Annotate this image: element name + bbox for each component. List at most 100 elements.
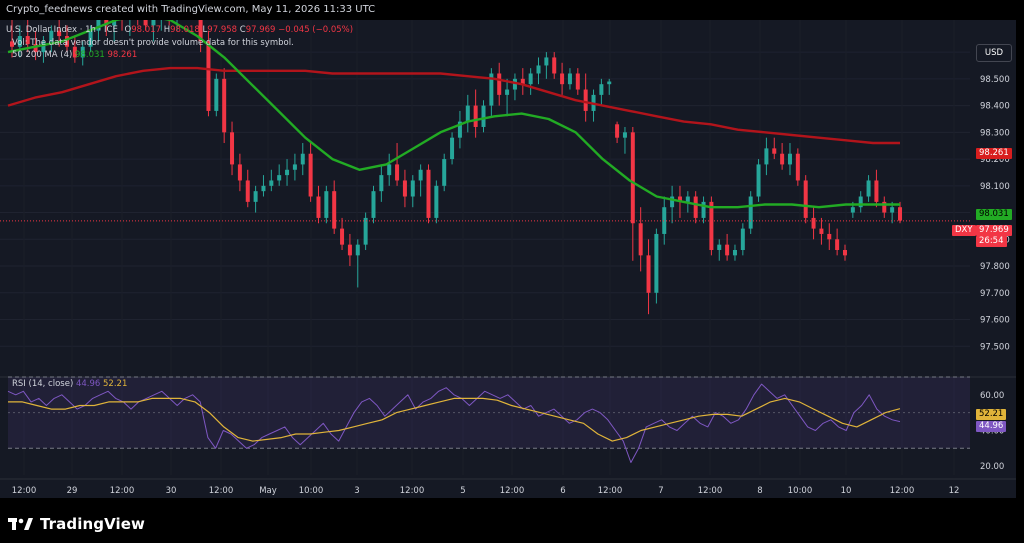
time-axis-label: 6 — [560, 486, 565, 496]
time-axis-label: 3 — [354, 486, 359, 496]
rsi-line — [7, 383, 901, 463]
candle-body — [607, 81, 612, 85]
time-axis-label: 12:00 — [598, 486, 623, 496]
candle-body — [780, 153, 785, 165]
candle-body — [622, 132, 627, 138]
price-axis-label: 97.600 — [980, 316, 1010, 326]
candle-body — [363, 217, 368, 245]
candle-body — [277, 175, 282, 181]
rsi-ma-legend-value: 52.21 — [103, 379, 128, 389]
time-axis-label: 8 — [757, 486, 762, 496]
candle-body — [434, 185, 439, 218]
volume-notice: Vol: The data vendor doesn't provide vol… — [12, 38, 294, 48]
candle-body — [599, 84, 604, 95]
chart-panel[interactable]: 98.60098.50098.40098.30098.20098.10098.0… — [0, 0, 1016, 498]
candle-body — [410, 180, 415, 197]
time-axis-label: 12:00 — [400, 486, 425, 496]
candle-body — [88, 30, 93, 47]
candle-body — [615, 124, 620, 138]
countdown-tag: 26:54 — [976, 236, 1007, 247]
attribution-bar: Crypto_feednews created with TradingView… — [0, 0, 1024, 20]
candle-body — [80, 46, 85, 58]
candle-body — [520, 78, 525, 85]
candle-body — [685, 196, 690, 202]
candle-body — [65, 36, 70, 47]
candle-body — [536, 65, 541, 74]
candle-body — [850, 207, 855, 213]
candle-body — [253, 191, 258, 202]
candle-body — [764, 148, 769, 165]
ma-label: 50 200 MA (4) — [12, 50, 73, 60]
candle-body — [717, 244, 722, 250]
candle-body — [347, 244, 352, 256]
ma-legend[interactable]: 50 200 MA (4) 98.031 98.261 — [12, 50, 137, 60]
candle-body — [269, 180, 274, 186]
price-axis-label: 97.800 — [980, 262, 1010, 272]
candle-body — [340, 228, 345, 245]
close-label: C — [239, 25, 246, 35]
tradingview-logo[interactable]: TradingView — [8, 513, 145, 535]
candle-body — [72, 46, 77, 58]
price-axis-label: 98.400 — [980, 102, 1010, 112]
candle-body — [49, 30, 54, 42]
candle-body — [57, 30, 62, 37]
candle-body — [662, 207, 667, 234]
candle-body — [646, 255, 651, 293]
candle-body — [395, 164, 400, 181]
price-axis-label: 98.500 — [980, 75, 1010, 85]
open-label: O — [124, 25, 132, 35]
candle-body — [379, 175, 384, 192]
candle-body — [819, 228, 824, 234]
candle-body — [198, 3, 203, 42]
candle-body — [230, 132, 235, 165]
candle-body — [41, 41, 46, 53]
candle-body — [418, 169, 423, 181]
candle-body — [96, 20, 101, 31]
candle-body — [324, 191, 329, 218]
candle-body — [450, 137, 455, 160]
candle-body — [237, 164, 242, 181]
ma-slow-line — [7, 66, 900, 145]
last-price-tag: 97.969 — [976, 225, 1012, 236]
rsi-axis-label: 60.00 — [980, 391, 1004, 401]
candle-body — [497, 73, 502, 95]
time-axis-label: 10:00 — [299, 486, 324, 496]
rsi-legend-value: 44.96 — [75, 379, 101, 389]
candle-body — [489, 73, 494, 106]
change-value: −0.045 (−0.05%) — [278, 25, 354, 35]
rsi-legend[interactable]: RSI (14, close) 44.96 52.21 — [12, 379, 127, 389]
candle-body — [17, 36, 22, 47]
candle-body — [560, 73, 565, 85]
candle-body — [874, 180, 879, 202]
candle-body — [151, 20, 156, 26]
candle-body — [732, 250, 737, 256]
ma-slow-value: 98.261 — [107, 50, 138, 60]
rsi-label: RSI (14, close) — [12, 379, 74, 389]
candle-body — [835, 239, 840, 250]
candle-body — [858, 196, 863, 208]
candle-body — [811, 217, 816, 229]
candle-body — [512, 78, 517, 90]
symbol-legend[interactable]: U.S. Dollar Index · 1h · ICE O98.017 H98… — [6, 25, 353, 35]
time-axis-label: 10:00 — [788, 486, 813, 496]
candle-body — [387, 164, 392, 176]
candle-body — [890, 207, 895, 213]
rsi-axis-label: 20.00 — [980, 462, 1004, 472]
tradingview-logo-icon — [8, 518, 33, 530]
currency-button[interactable]: USD — [976, 44, 1012, 62]
footer-bar: TradingView — [0, 505, 1024, 543]
ma-fast-price-tag: 98.031 — [976, 209, 1012, 220]
candle-body — [426, 169, 431, 218]
candle-body — [285, 169, 290, 176]
close-value: 97.969 — [245, 25, 276, 35]
candle-body — [143, 14, 148, 26]
low-label: L — [202, 25, 208, 35]
candle-body — [222, 78, 227, 133]
candle-body — [787, 153, 792, 165]
time-axis-label: 5 — [460, 486, 465, 496]
volume-legend[interactable]: Vol: The data vendor doesn't provide vol… — [12, 38, 294, 48]
candle-body — [505, 89, 510, 95]
candle-body — [481, 105, 486, 127]
candle-body — [795, 153, 800, 181]
chart-svg[interactable]: 98.60098.50098.40098.30098.20098.10098.0… — [0, 0, 1016, 498]
